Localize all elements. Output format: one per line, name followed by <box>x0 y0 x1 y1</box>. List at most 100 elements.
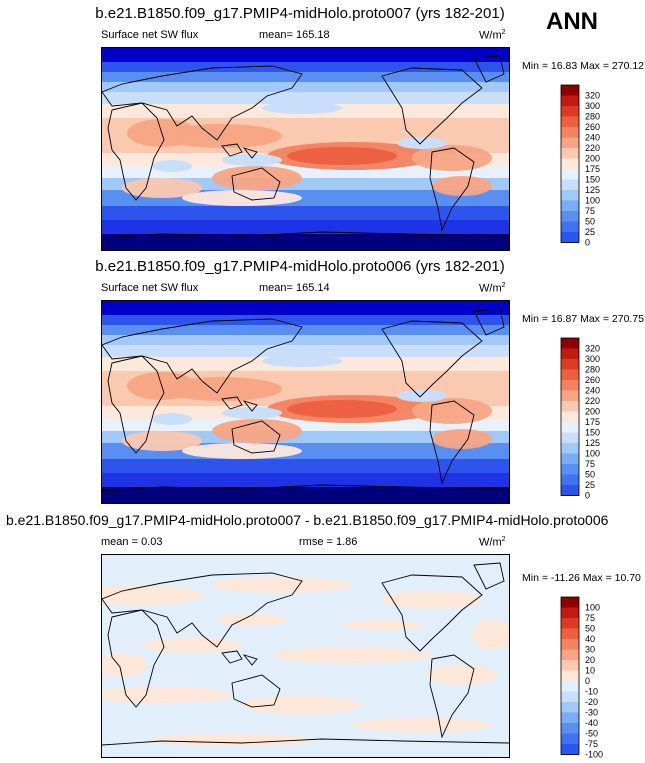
panel-1-mean: mean= 165.18 <box>259 29 330 41</box>
panel-3-colorbar-box <box>561 744 579 755</box>
panel-2-field-region <box>222 407 282 419</box>
panel-3-field-region <box>242 696 362 714</box>
panel-2-field-region <box>432 429 492 449</box>
panel-3-coastline <box>242 654 258 666</box>
panel-1-colorbar-tick-label: 320 <box>585 91 600 101</box>
panel-3-map-svg <box>102 555 509 757</box>
panel-3-colorbar-box <box>561 639 579 650</box>
panel-2-minmax: Min = 16.87 Max = 270.75 <box>522 313 644 325</box>
panel-2-max-value: 270.75 <box>611 313 645 325</box>
panel-2-band <box>102 315 509 326</box>
panel-3-colorbar-tick-label: 0 <box>585 676 590 686</box>
panel-1-coastline <box>473 55 505 83</box>
panel-3-colorbar-box <box>561 660 579 671</box>
panel-2-colorbar-box <box>561 464 579 475</box>
panel-3-map <box>101 554 510 758</box>
panel-1-variable: Surface net SW flux <box>101 29 199 41</box>
panel-1-colorbar: 320 300 280 260 240 220 200 175 150 125 100 75 50 25 0 <box>560 84 641 248</box>
panel-2-colorbar-box <box>561 443 579 454</box>
panel-1-colorbar-tick-label: 220 <box>585 143 600 153</box>
panel-1-colorbar-tick-label: 50 <box>585 217 595 227</box>
panel-3-colorbar-tick-label: 50 <box>585 624 595 634</box>
panel-2-units: W/m2 <box>479 282 506 295</box>
panel-2-coastline <box>107 355 165 454</box>
panel-1-colorbar-box <box>561 106 579 117</box>
panel-2-colorbar-box <box>561 348 579 360</box>
panel-1-band <box>102 62 509 73</box>
panel-1-colorbar-box <box>561 211 579 222</box>
panel-2-colorbar-frame <box>560 337 580 496</box>
panel-1-band <box>102 178 509 191</box>
panel-2-colorbar-tick-label: 260 <box>585 375 600 385</box>
panel-1-colorbar-box <box>561 190 579 201</box>
panel-3-min-value: -11.26 <box>550 572 580 584</box>
panel-2-colorbar-box <box>561 453 579 465</box>
panel-3-rmse-label: rmse = <box>299 536 333 548</box>
panel-3-colorbar-frame <box>560 596 580 755</box>
panel-2-colorbar-tick-label: 25 <box>585 480 595 490</box>
panel-2-colorbar-box <box>561 369 579 381</box>
panel-1-mean-value: 165.18 <box>296 29 330 41</box>
panel-2-colorbar-box <box>561 401 579 412</box>
panel-2-field-region <box>412 398 492 424</box>
panel-3-title: b.e21.B1850.f09_g17.PMIP4-midHolo.proto0… <box>6 512 609 528</box>
panel-1-mean-label: mean= <box>259 29 293 41</box>
panel-2-colorbar: 320 300 280 260 240 220 200 175 150 125 100 75 50 25 0 <box>560 337 641 501</box>
panel-3-rmse-value: 1.86 <box>336 536 358 548</box>
panel-1-coastline <box>429 147 475 232</box>
panel-1-colorbar-tick-label: 200 <box>585 154 600 164</box>
panel-1-band <box>102 48 509 63</box>
panel-1-coastline <box>102 65 303 141</box>
panel-2-colorbar-tick-label: 100 <box>585 449 600 459</box>
panel-1-minmax: Min = 16.83 Max = 270.12 <box>522 60 644 72</box>
panel-1-band <box>102 166 509 179</box>
panel-2-title: b.e21.B1850.f09_g17.PMIP4-midHolo.proto0… <box>95 258 505 275</box>
panel-3-field-region <box>142 638 242 652</box>
panel-2-colorbar-tick-label: 200 <box>585 407 600 417</box>
panel-2-units-exp: 2 <box>501 282 506 289</box>
panel-3-field-region <box>352 718 492 732</box>
panel-3-colorbar-tick-label: 10 <box>585 666 595 676</box>
panel-1-band <box>102 72 509 83</box>
panel-1-colorbar-box <box>561 85 579 96</box>
panel-1-band <box>102 82 509 93</box>
panel-1-coastline <box>221 143 243 157</box>
panel-3-coastline <box>429 654 475 739</box>
panel-1-coastline <box>102 231 509 239</box>
panel-1-max-value: 270.12 <box>611 60 645 72</box>
panel-1-coastline <box>242 147 258 159</box>
panel-3-coastline <box>102 572 303 648</box>
panel-2-colorbar-tick-label: 220 <box>585 396 600 406</box>
panel-2-coastline <box>231 420 281 454</box>
panel-3-field-region <box>472 620 509 650</box>
panel-3-units: W/m2 <box>479 536 506 549</box>
panel-1-colorbar-tick-label: 240 <box>585 133 600 143</box>
panel-1-coastline <box>231 167 281 201</box>
panel-3-coastline <box>473 562 505 590</box>
panel-1-colorbar-box <box>561 169 579 180</box>
panel-1-colorbar-tick-label: 0 <box>585 238 590 248</box>
panel-3-mean-label: mean = <box>101 536 138 548</box>
panel-2-colorbar-tick-label: 240 <box>585 386 600 396</box>
panel-2-map <box>101 300 510 504</box>
panel-2-band <box>102 335 509 346</box>
panel-1-colorbar-tick-label: 280 <box>585 112 600 122</box>
panel-3-colorbar-tick-label: 20 <box>585 655 595 665</box>
panel-1-units-text: W/m <box>479 29 502 42</box>
panel-2-colorbar-box <box>561 432 579 444</box>
panel-2-map-svg <box>102 301 509 503</box>
panel-2-min-value: 16.87 <box>550 313 578 325</box>
panel-1: b.e21.B1850.f09_g17.PMIP4-midHolo.proto0… <box>0 0 645 255</box>
panel-3-field-region <box>272 647 432 663</box>
panel-3-colorbar-tick-label: -40 <box>585 718 598 728</box>
panel-1-colorbar-tick-label: 100 <box>585 196 600 206</box>
panel-3-colorbar-tick-label: -10 <box>585 687 598 697</box>
panel-2-mean-value: 165.14 <box>296 282 330 294</box>
panel-2-band <box>102 345 509 358</box>
panel-1-map-svg <box>102 48 509 250</box>
panel-3-colorbar-tick-label: 75 <box>585 613 595 623</box>
panel-1-coastline <box>381 67 483 145</box>
panel-2-band <box>102 301 509 316</box>
